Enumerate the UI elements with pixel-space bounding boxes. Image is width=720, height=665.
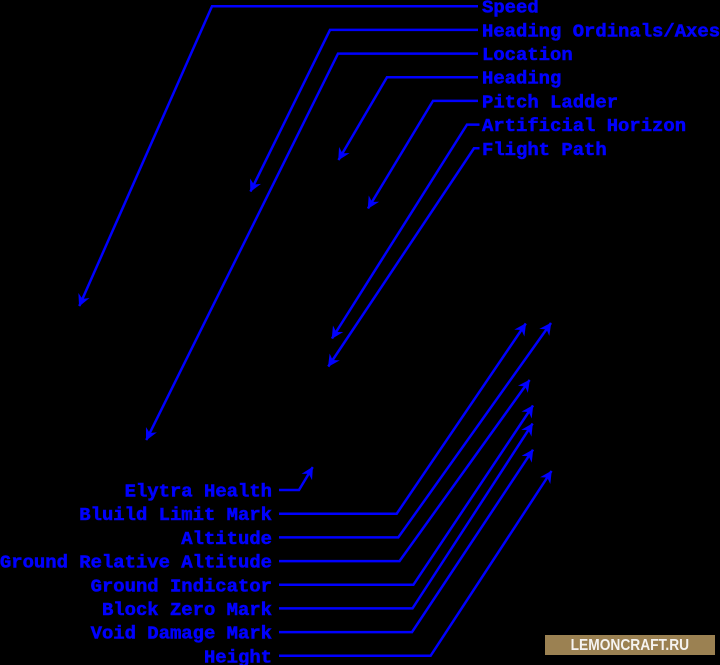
svg-text:Speed: Speed (482, 0, 539, 19)
svg-text:Location: Location (482, 44, 573, 66)
svg-text:Void Damage Mark: Void Damage Mark (91, 623, 272, 645)
svg-text:Ground Indicator: Ground Indicator (91, 575, 272, 597)
svg-text:Block Zero Mark: Block Zero Mark (102, 599, 272, 621)
svg-text:Altitude: Altitude (181, 528, 272, 550)
svg-text:Artificial Horizon: Artificial Horizon (482, 115, 686, 137)
svg-text:Flight Path: Flight Path (482, 139, 607, 161)
svg-text:Pitch Ladder: Pitch Ladder (482, 91, 618, 113)
svg-text:Heading: Heading (482, 68, 561, 90)
svg-text:Elytra Health: Elytra Health (125, 481, 272, 503)
svg-text:Bluild Limit Mark: Bluild Limit Mark (79, 504, 272, 526)
svg-text:Heading Ordinals/Axes: Heading Ordinals/Axes (482, 20, 720, 42)
svg-text:Ground Relative Altitude: Ground Relative Altitude (0, 552, 272, 574)
svg-text:Height: Height (204, 646, 272, 665)
